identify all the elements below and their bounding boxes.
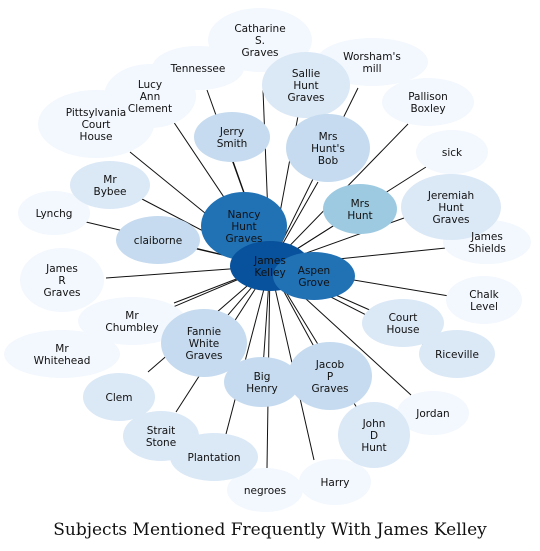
node-court-house[interactable]	[362, 299, 444, 347]
label-mrs-hunt: Mrs Hunt	[347, 198, 372, 222]
label-clem: Clem	[106, 392, 133, 404]
label-catharine-s-graves: Catharine S. Graves	[234, 23, 285, 59]
node-fannie-white-graves[interactable]	[161, 309, 247, 377]
label-john-d-hunt: John D Hunt	[361, 418, 386, 454]
label-sick: sick	[442, 147, 463, 159]
label-aspen-grove: Aspen Grove	[298, 265, 330, 289]
label-mr-bybee: Mr Bybee	[93, 174, 126, 198]
label-riceville: Riceville	[435, 349, 479, 361]
node-jordan[interactable]	[397, 391, 469, 435]
label-strait-stone: Strait Stone	[146, 425, 176, 449]
label-mr-whitehead: Mr Whitehead	[34, 343, 91, 367]
label-jacob-p-graves: Jacob P Graves	[311, 359, 348, 395]
label-jerry-smith: Jerry Smith	[217, 126, 248, 150]
label-james-shields: James Shields	[468, 231, 506, 255]
node-harry[interactable]	[299, 459, 371, 505]
node-jeremiah-hunt-graves[interactable]	[401, 174, 501, 240]
label-sallie-hunt-graves: Sallie Hunt Graves	[287, 68, 324, 104]
node-pittsylvania-court-house[interactable]	[38, 90, 154, 158]
node-riceville[interactable]	[419, 330, 495, 378]
node-chalk-level[interactable]	[446, 276, 522, 324]
node-mrs-hunts-bob[interactable]	[286, 114, 370, 182]
node-mrs-hunt[interactable]	[323, 184, 397, 234]
node-plantation[interactable]	[170, 433, 258, 481]
label-jeremiah-hunt-graves: Jeremiah Hunt Graves	[427, 190, 474, 226]
label-lucy-ann-clement: Lucy Ann Clement	[128, 79, 172, 115]
node-pallison-boxley[interactable]	[382, 78, 474, 126]
label-james-r-graves: James R Graves	[43, 263, 80, 299]
node-jerry-smith[interactable]	[194, 112, 270, 162]
label-harry: Harry	[321, 477, 350, 489]
node-sallie-hunt-graves[interactable]	[262, 52, 350, 118]
label-chalk-level: Chalk Level	[469, 289, 499, 313]
node-jacob-p-graves[interactable]	[288, 342, 372, 410]
node-sick[interactable]	[416, 130, 488, 174]
node-james-r-graves[interactable]	[20, 248, 104, 312]
label-pittsylvania-court-house: Pittsylvania Court House	[66, 107, 127, 143]
label-negroes: negroes	[244, 485, 286, 497]
label-plantation: Plantation	[187, 452, 240, 464]
label-nancy-hunt-graves: Nancy Hunt Graves	[225, 209, 262, 245]
label-worshams-mill: Worsham's mill	[343, 51, 401, 75]
label-tennessee: Tennessee	[170, 63, 226, 75]
node-claiborne[interactable]	[116, 216, 200, 264]
label-james-kelley: James Kelley	[253, 255, 286, 279]
node-clem[interactable]	[83, 373, 155, 421]
label-mrs-hunts-bob: Mrs Hunt's Bob	[311, 131, 345, 167]
node-aspen-grove[interactable]	[273, 252, 355, 300]
edge-plantation	[225, 265, 271, 435]
label-mr-chumbley: Mr Chumbley	[105, 310, 158, 334]
label-jordan: Jordan	[415, 408, 449, 420]
label-layer: Catharine S. Graves Tennessee Worsham's mill L…	[34, 23, 506, 497]
label-pallison-boxley: Pallison Boxley	[408, 91, 448, 115]
node-mr-bybee[interactable]	[70, 161, 150, 209]
label-fannie-white-graves: Fannie White Graves	[185, 326, 222, 362]
node-john-d-hunt[interactable]	[338, 402, 410, 468]
label-court-house: Court House	[387, 312, 420, 336]
node-mr-chumbley[interactable]	[78, 297, 186, 345]
label-big-henry: Big Henry	[246, 371, 278, 395]
node-negroes[interactable]	[227, 468, 303, 512]
diagram-caption: Subjects Mentioned Frequently With James…	[53, 520, 487, 540]
node-big-henry[interactable]	[224, 357, 300, 407]
node-lynchg[interactable]	[18, 191, 90, 235]
label-lynchg: Lynchg	[36, 208, 73, 220]
label-claiborne: claiborne	[134, 235, 182, 247]
node-layer	[4, 8, 531, 512]
node-mr-whitehead[interactable]	[4, 330, 120, 378]
